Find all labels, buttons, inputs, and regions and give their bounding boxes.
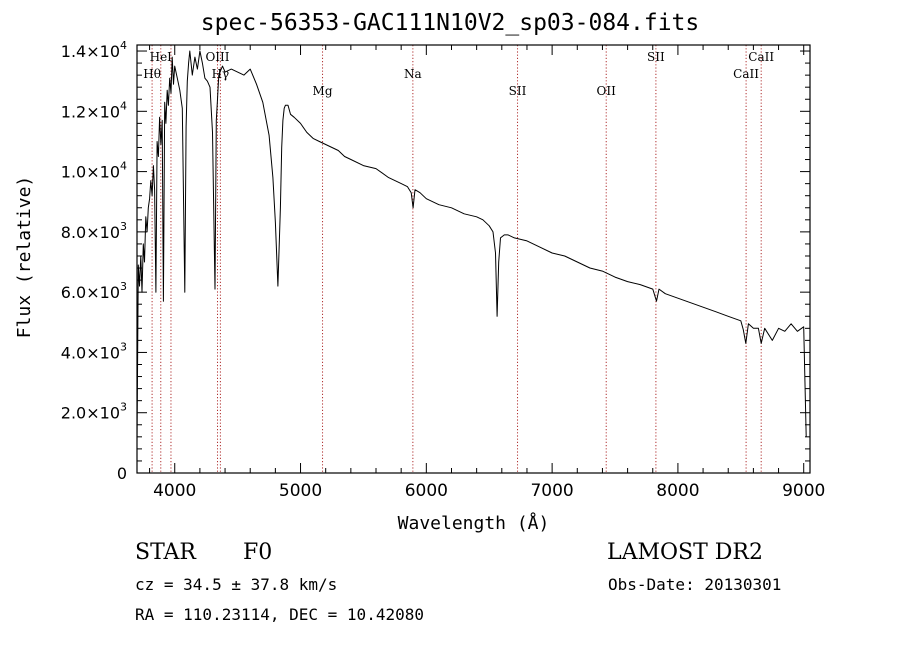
line-label-9: SII — [647, 50, 665, 64]
y-tick-label-4: 8.0×103 — [61, 220, 127, 242]
line-label-11: CaII — [748, 50, 774, 64]
line-label-5: Mg — [313, 84, 333, 98]
chart-title: spec-56353-GAC111N10V2_sp03-084.fits — [200, 10, 700, 36]
y-tick-label-5: 1.0×104 — [61, 160, 127, 182]
radec-text: RA = 110.23114, DEC = 10.42080 — [135, 605, 424, 624]
object-class: STAR — [135, 540, 196, 565]
axis-ticks — [137, 45, 810, 474]
y-tick-label-7: 1.4×104 — [61, 39, 127, 61]
x-tick-label-4: 8000 — [656, 481, 699, 501]
survey-name: LAMOST DR2 — [607, 540, 763, 565]
line-label-6: Na — [404, 67, 422, 81]
y-tick-label-2: 4.0×103 — [61, 340, 127, 362]
x-tick-label-0: 4000 — [153, 481, 196, 501]
obs-date-text: Obs-Date: 20130301 — [608, 575, 782, 594]
y-tick-label-3: 6.0×103 — [61, 280, 127, 302]
line-label-0: Hθ — [143, 67, 161, 81]
y-tick-label-1: 2.0×103 — [61, 401, 127, 423]
spectrum-line-0 — [136, 50, 807, 443]
y-axis-label: Flux (relative) — [14, 176, 35, 339]
y-tick-label-6: 1.2×104 — [61, 99, 127, 121]
object-subclass: F0 — [243, 540, 273, 565]
line-label-7: SII — [509, 84, 527, 98]
x-tick-label-3: 7000 — [530, 481, 573, 501]
plot-frame — [136, 44, 811, 474]
tick-labels: 4000 5000 6000 7000 8000 9000 0 2.0×103 4.0×103 6… — [61, 39, 826, 501]
x-tick-label-5: 9000 — [782, 481, 825, 501]
redshift-text: cz = 34.5 ± 37.8 km/s — [135, 575, 338, 594]
line-label-8: OII — [597, 84, 617, 98]
line-label-10: CaII — [733, 67, 759, 81]
spectrum-series — [136, 50, 807, 443]
x-axis-label: Wavelength (Å) — [398, 512, 550, 534]
x-tick-label-2: 6000 — [405, 481, 448, 501]
axis-labels: Wavelength (Å) Flux (relative) — [14, 176, 549, 534]
x-tick-label-1: 5000 — [279, 481, 322, 501]
line-markers: Hθ HeI OIII Hγ Mg Na SII OII SII CaII CaII — [143, 45, 774, 473]
line-label-1: HeI — [150, 50, 173, 64]
line-label-4: Hγ — [212, 67, 230, 81]
line-label-3: OIII — [205, 50, 229, 64]
y-tick-label-0: 0 — [117, 464, 127, 483]
